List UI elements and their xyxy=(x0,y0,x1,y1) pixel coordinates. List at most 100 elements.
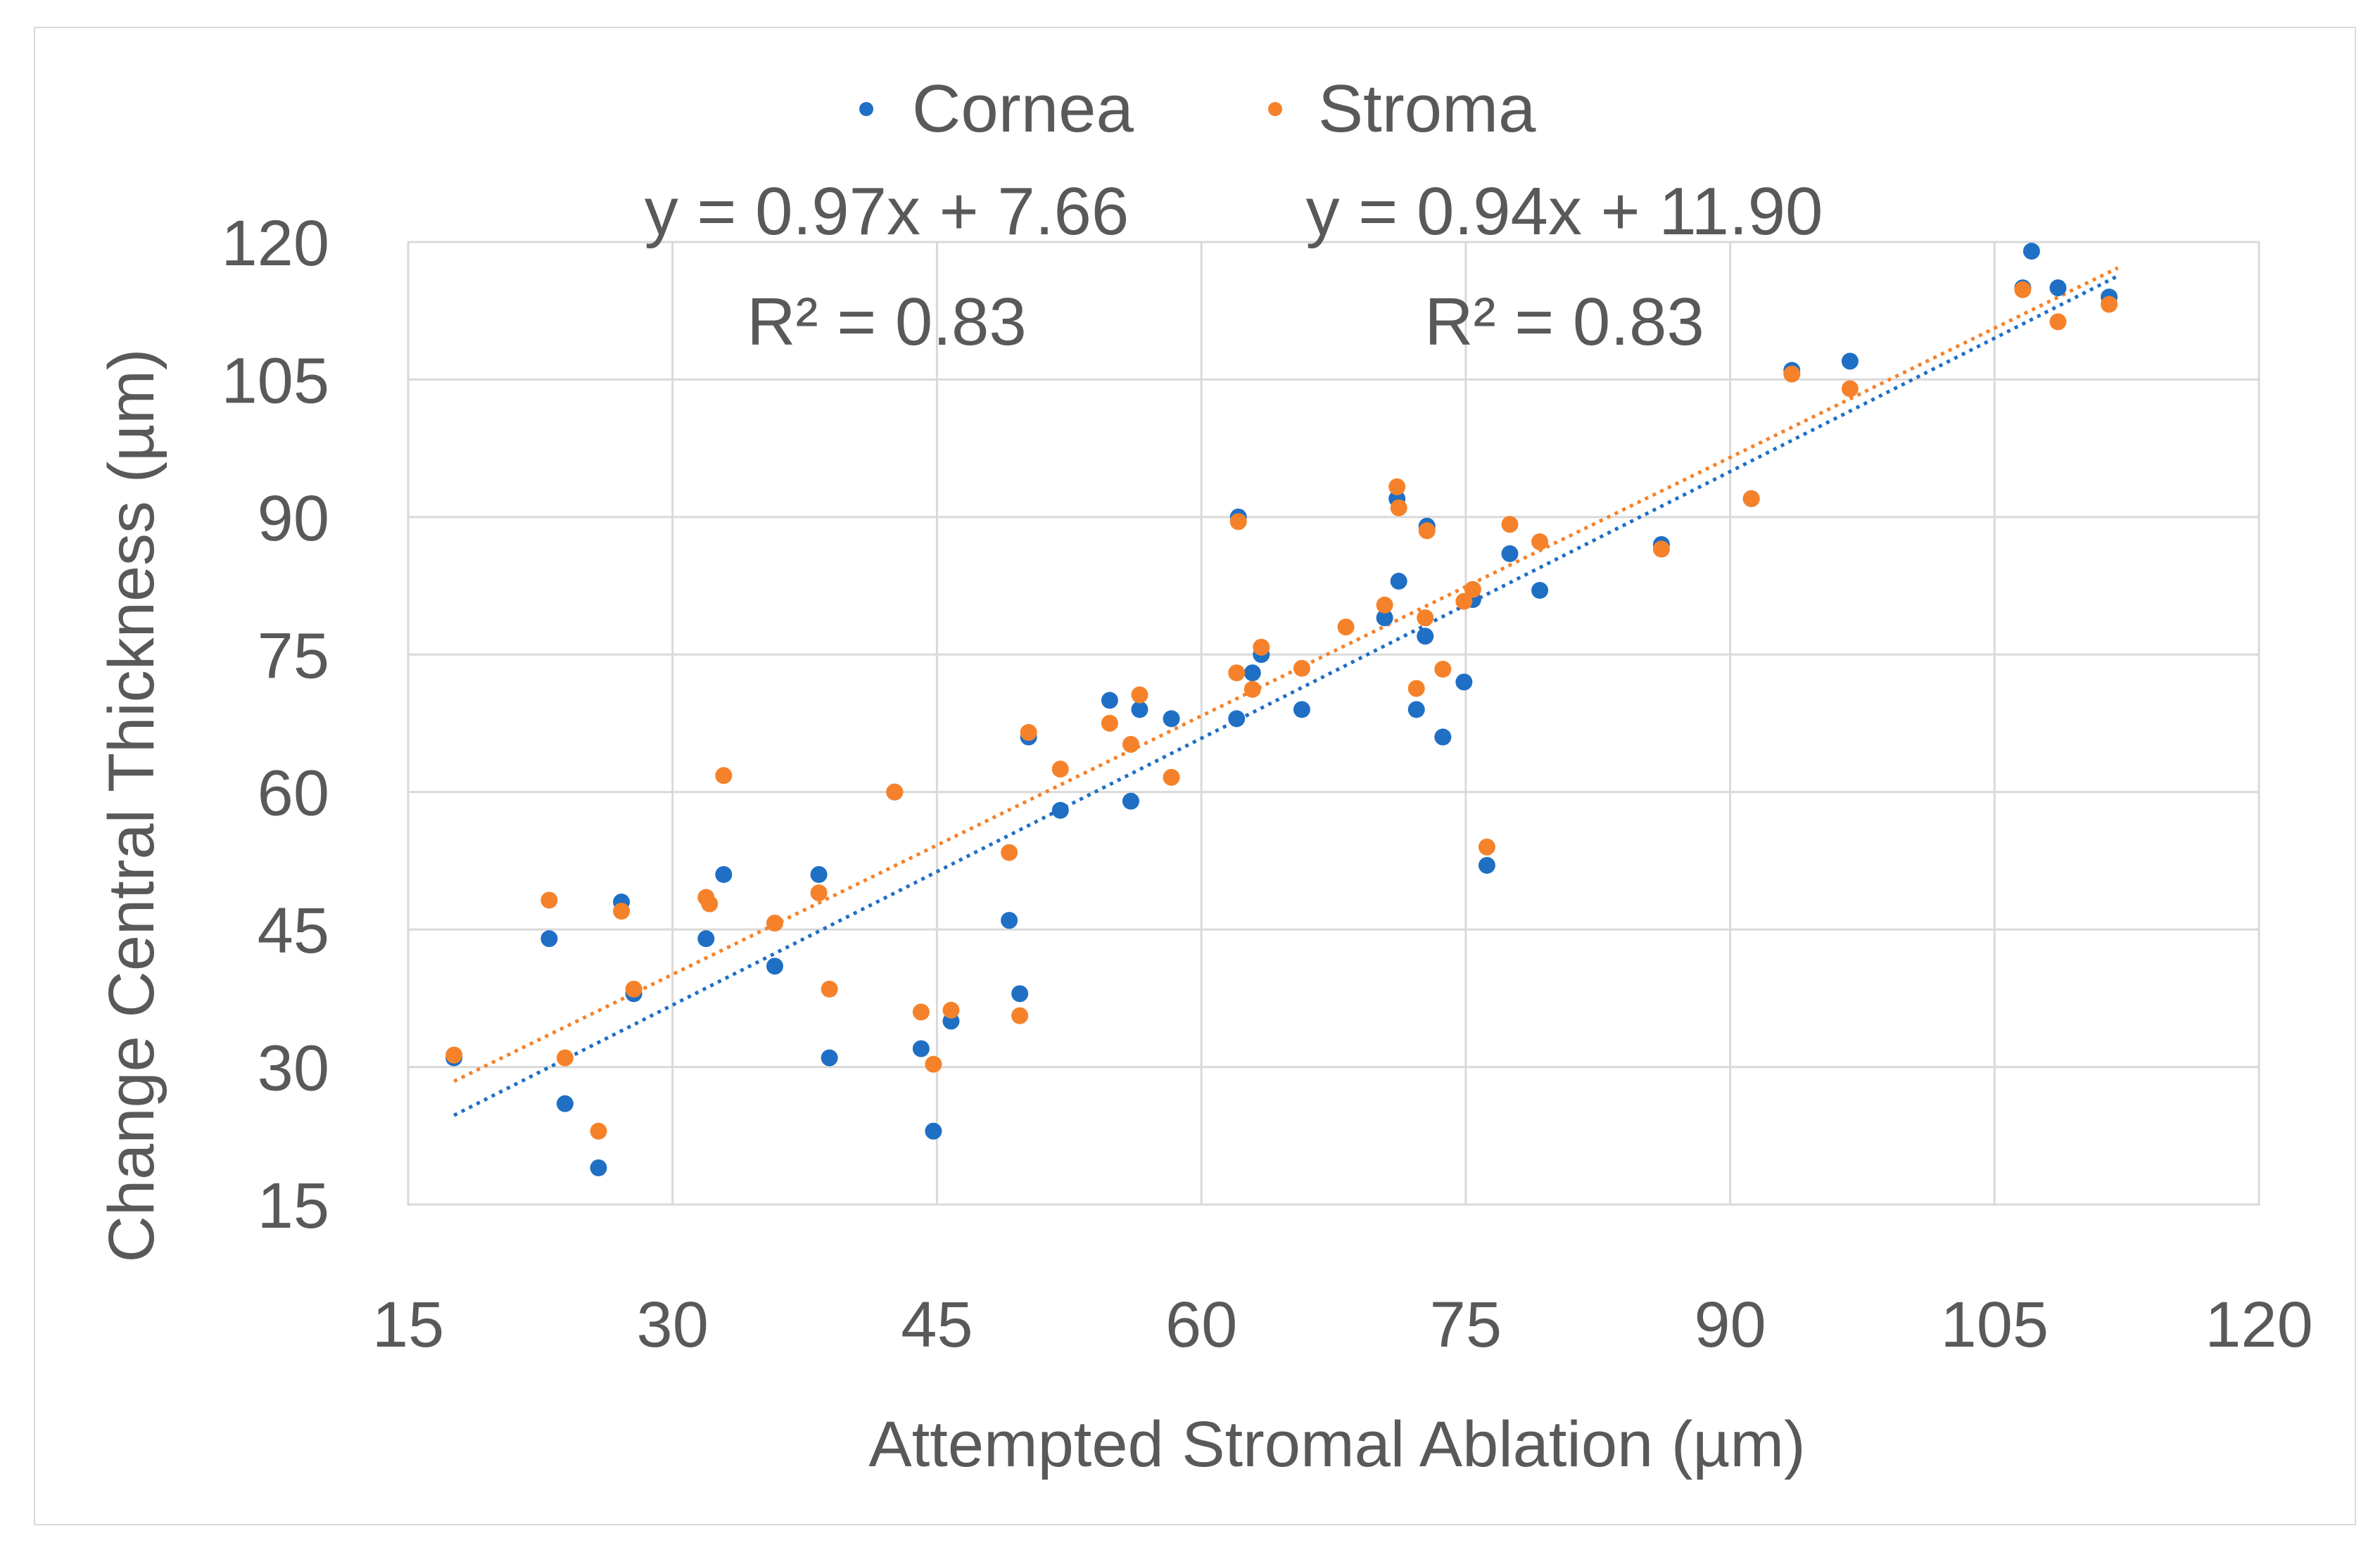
point-cornea xyxy=(1051,801,1069,819)
point-stroma xyxy=(1101,715,1118,732)
y-axis-title: Change Central Thickness (µm) xyxy=(96,349,167,1263)
point-stroma xyxy=(1652,540,1670,558)
point-stroma xyxy=(540,891,558,909)
x-tick-label: 60 xyxy=(1165,1289,1237,1361)
point-stroma xyxy=(1243,680,1261,698)
plot-border xyxy=(407,241,2260,1206)
point-cornea xyxy=(1841,352,1859,370)
point-stroma xyxy=(810,884,828,902)
point-cornea xyxy=(1407,701,1425,718)
point-stroma xyxy=(1841,380,1859,398)
point-cornea xyxy=(1376,609,1393,627)
point-stroma xyxy=(613,903,631,920)
point-stroma xyxy=(590,1122,607,1140)
x-tick-label: 30 xyxy=(637,1289,709,1361)
point-stroma xyxy=(1122,735,1139,753)
y-tick-label: 75 xyxy=(258,620,329,692)
point-cornea xyxy=(1531,582,1549,599)
point-cornea xyxy=(590,1159,607,1176)
point-cornea xyxy=(766,958,783,975)
point-cornea xyxy=(810,865,828,883)
point-cornea xyxy=(1131,701,1148,718)
point-cornea xyxy=(912,1040,930,1057)
x-tick-label: 75 xyxy=(1430,1289,1502,1361)
x-axis-title: Attempted Stromal Ablation (µm) xyxy=(868,1409,1805,1480)
point-stroma xyxy=(1501,516,1519,533)
gridlines xyxy=(407,241,2260,1206)
trendline-cornea xyxy=(452,274,2119,1117)
x-tick-label: 45 xyxy=(901,1289,973,1361)
point-cornea xyxy=(1390,573,1407,590)
point-stroma xyxy=(1253,638,1270,656)
point-cornea xyxy=(2049,279,2067,297)
point-stroma xyxy=(1337,618,1355,636)
point-stroma xyxy=(1163,768,1180,786)
point-stroma xyxy=(1434,661,1452,678)
point-stroma xyxy=(715,767,733,784)
point-cornea xyxy=(1122,792,1139,810)
point-cornea xyxy=(697,930,715,948)
trendlines xyxy=(452,266,2119,1117)
y-tick-label: 90 xyxy=(258,483,329,554)
point-stroma xyxy=(1228,664,1246,682)
y-tick-label: 60 xyxy=(258,758,329,830)
legend: Cornea Stroma xyxy=(859,71,1536,146)
x-tick-label: 90 xyxy=(1694,1289,1766,1361)
point-stroma xyxy=(886,783,904,801)
point-cornea xyxy=(2023,243,2040,260)
point-stroma xyxy=(2014,281,2032,298)
stroma-r2-label: R² = 0.83 xyxy=(1424,284,1704,360)
point-stroma xyxy=(1464,580,1481,598)
cornea-equation-label: y = 0.97x + 7.66 xyxy=(645,174,1129,249)
y-tick-label: 15 xyxy=(258,1170,329,1242)
point-cornea xyxy=(556,1095,574,1112)
point-stroma xyxy=(1293,659,1310,677)
point-cornea xyxy=(1501,545,1519,562)
point-cornea xyxy=(1243,664,1261,682)
point-stroma xyxy=(821,980,838,998)
point-stroma xyxy=(1783,365,1801,383)
point-stroma xyxy=(1001,844,1018,861)
x-tick-label: 15 xyxy=(372,1289,444,1361)
point-cornea xyxy=(1293,701,1310,718)
point-cornea xyxy=(1478,856,1495,874)
point-stroma xyxy=(1455,592,1473,610)
point-stroma xyxy=(1229,513,1247,530)
legend-marker-stroma xyxy=(1268,102,1282,116)
point-cornea xyxy=(1417,628,1434,645)
y-axis-ticks: 15 30 45 60 75 90 105 120 xyxy=(222,208,330,1242)
point-stroma xyxy=(1407,680,1425,697)
y-tick-label: 120 xyxy=(222,208,330,279)
x-tick-label: 105 xyxy=(1941,1289,2049,1361)
point-cornea xyxy=(1228,710,1246,727)
point-stroma xyxy=(1020,724,1037,742)
point-stroma xyxy=(1388,478,1406,495)
point-stroma xyxy=(925,1055,942,1073)
point-stroma xyxy=(912,1003,930,1021)
point-cornea xyxy=(925,1122,942,1140)
point-stroma xyxy=(1051,761,1069,778)
point-stroma xyxy=(1531,533,1549,551)
point-cornea xyxy=(1011,985,1029,1003)
point-stroma xyxy=(625,980,643,998)
point-stroma xyxy=(766,915,783,932)
point-stroma xyxy=(1742,490,1760,507)
point-stroma xyxy=(2101,295,2118,313)
y-tick-label: 45 xyxy=(258,895,329,967)
point-stroma xyxy=(1478,838,1495,856)
point-stroma xyxy=(1417,609,1434,627)
x-axis-ticks: 15 30 45 60 75 90 105 120 xyxy=(372,1289,2313,1361)
point-stroma xyxy=(2049,313,2067,331)
point-cornea xyxy=(1455,673,1473,691)
point-cornea xyxy=(715,865,733,883)
x-tick-label: 120 xyxy=(2205,1289,2313,1361)
point-stroma xyxy=(445,1046,463,1064)
point-cornea xyxy=(1163,710,1180,727)
cornea-r2-label: R² = 0.83 xyxy=(747,284,1027,360)
point-stroma xyxy=(1376,596,1393,614)
stroma-equation-label: y = 0.94x + 11.90 xyxy=(1306,174,1823,249)
data-points xyxy=(445,243,2118,1176)
point-stroma xyxy=(942,1001,960,1019)
point-stroma xyxy=(701,895,719,913)
